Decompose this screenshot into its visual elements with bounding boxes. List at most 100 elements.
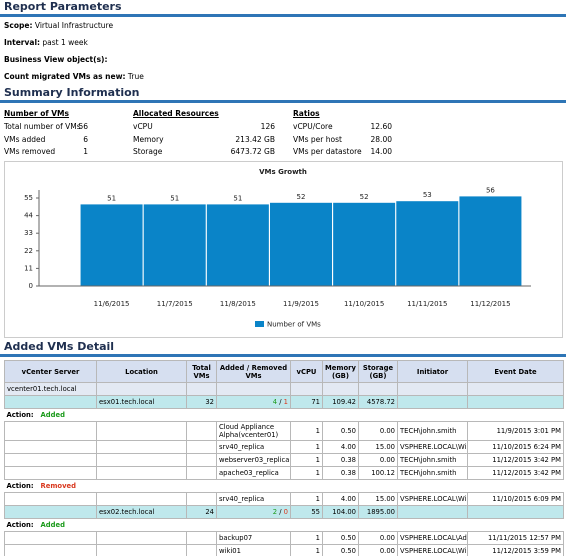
separator: / (279, 398, 282, 406)
action-status: Added (40, 411, 65, 419)
chart-frame: VMs Growth 0 11 22 33 44 55 51 51 51 52 52 53 56 Numbe… (4, 161, 563, 338)
summary-label: vCPU (133, 122, 153, 131)
summary-label: Storage (133, 147, 163, 156)
legend-swatch (255, 321, 264, 327)
cell (216, 382, 291, 396)
cell (186, 440, 217, 454)
cell (186, 544, 217, 556)
cell: VSPHERE.LOCAL\William.Fox (397, 440, 468, 454)
cell: Action: Removed (4, 479, 564, 493)
section-title: Summary Information (4, 86, 140, 99)
cell: 4578.72 (358, 395, 398, 409)
cell: 11/9/2015 3:01 PM (467, 421, 564, 441)
cell: esx02.tech.local (96, 505, 187, 519)
cell: 32 (186, 395, 217, 409)
column-header: Memory (GB) (322, 360, 359, 383)
cell: 1 (290, 440, 323, 454)
action-row: Action: Added (4, 408, 564, 422)
section-title: Report Parameters (4, 0, 122, 13)
column-header: Location (96, 360, 187, 383)
cell: webserver03_replica (216, 453, 291, 467)
cell: 4 / 1 (216, 395, 291, 409)
legend-label: Number of VMs (267, 321, 321, 329)
y-tick-label: 0 (29, 282, 33, 290)
data-label: 56 (486, 186, 495, 194)
column-header: Initiator (397, 360, 468, 383)
removed-count: 0 (283, 508, 288, 516)
vm-row: backup0710.500.00VSPHERE.LOCAL\Administr… (4, 531, 564, 545)
cell (96, 531, 187, 545)
cell: 71 (290, 395, 323, 409)
cell: 100.12 (358, 466, 398, 480)
vm-row: srv40_replica14.0015.00VSPHERE.LOCAL\Wil… (4, 440, 564, 454)
cell: Cloud Appliance Alpha(vcenter01) (216, 421, 291, 441)
cell (96, 466, 187, 480)
column-header: Event Date (467, 360, 564, 383)
separator: / (279, 508, 282, 516)
section-title: Added VMs Detail (4, 340, 115, 353)
parameter: Interval: past 1 week (4, 38, 88, 47)
summary-value: 213.42 GB (235, 134, 275, 144)
cell: 1895.00 (358, 505, 398, 519)
cell (358, 382, 398, 396)
action-row: Action: Removed (4, 479, 564, 493)
cell: vcenter01.tech.local (4, 382, 97, 396)
cell (186, 453, 217, 467)
summary-label: VMs added (4, 134, 46, 144)
parameter-label: Business View object(s): (4, 55, 108, 64)
vm-row: webserver03_replica 1 0.38 0.00 TECH\john.sm… (4, 453, 564, 467)
cell: srv40_replica (216, 492, 291, 506)
bar (270, 202, 332, 286)
section-rule (0, 100, 566, 103)
cell: TECH\john.smith (397, 466, 468, 480)
x-tick-label: 11/10/2015 (344, 300, 384, 308)
cell (397, 395, 468, 409)
cell: Action: Added (4, 518, 564, 532)
cell (4, 492, 97, 506)
action-label: Action: (6, 411, 34, 419)
cell: 1 (290, 453, 323, 467)
cell: 15.00 (358, 492, 398, 506)
action-label: Action: (6, 482, 34, 490)
cell: 11/10/2015 6:09 PM (467, 492, 564, 506)
y-tick-label: 11 (24, 264, 33, 272)
chart-title: VMs Growth (259, 168, 307, 176)
summary-value: 14.00 (370, 147, 392, 156)
cell: TECH\john.smith (397, 421, 468, 441)
cell (96, 453, 187, 467)
column-header: vCenter Server (4, 360, 97, 383)
cell (397, 382, 468, 396)
column-header: Storage (GB) (358, 360, 398, 383)
cell (4, 395, 97, 409)
cell: 0.38 (322, 453, 359, 467)
summary-heading: Number of VMs (4, 109, 69, 118)
cell (96, 492, 187, 506)
cell: 11/11/2015 12:57 PM (467, 531, 564, 545)
summary-heading: Ratios (293, 109, 320, 118)
cell (467, 505, 564, 519)
data-label: 51 (233, 194, 242, 202)
cell: 11/12/2015 3:42 PM (467, 453, 564, 467)
summary-value: 12.60 (370, 122, 392, 131)
host-row: esx01.tech.local 32 4 / 1 71 109.42 4578.72 (4, 395, 564, 409)
vm-row: wiki0110.500.00VSPHERE.LOCAL\William.Fox… (4, 544, 564, 556)
cell: 11/12/2015 3:42 PM (467, 466, 564, 480)
cell: 1 (290, 492, 323, 506)
cell: 15.00 (358, 440, 398, 454)
x-tick-label: 11/9/2015 (283, 300, 319, 308)
summary-value: 28.00 (370, 134, 392, 144)
header-row: vCenter Server Location Total VMs Added / R… (4, 360, 564, 383)
x-tick-label: 11/7/2015 (157, 300, 193, 308)
vm-row: srv40_replica14.0015.00VSPHERE.LOCAL\Wil… (4, 492, 564, 506)
summary-label: Memory (133, 134, 164, 144)
cell: 1 (290, 466, 323, 480)
column-header: vCPU (290, 360, 323, 383)
cell: 0.50 (322, 421, 359, 441)
parameter-value: Virtual Infrastructure (34, 21, 114, 30)
cell: 4.00 (322, 492, 359, 506)
cell (96, 440, 187, 454)
cell (4, 421, 97, 441)
x-tick-label: 11/11/2015 (407, 300, 447, 308)
bar (80, 204, 143, 286)
cell: srv40_replica (216, 440, 291, 454)
